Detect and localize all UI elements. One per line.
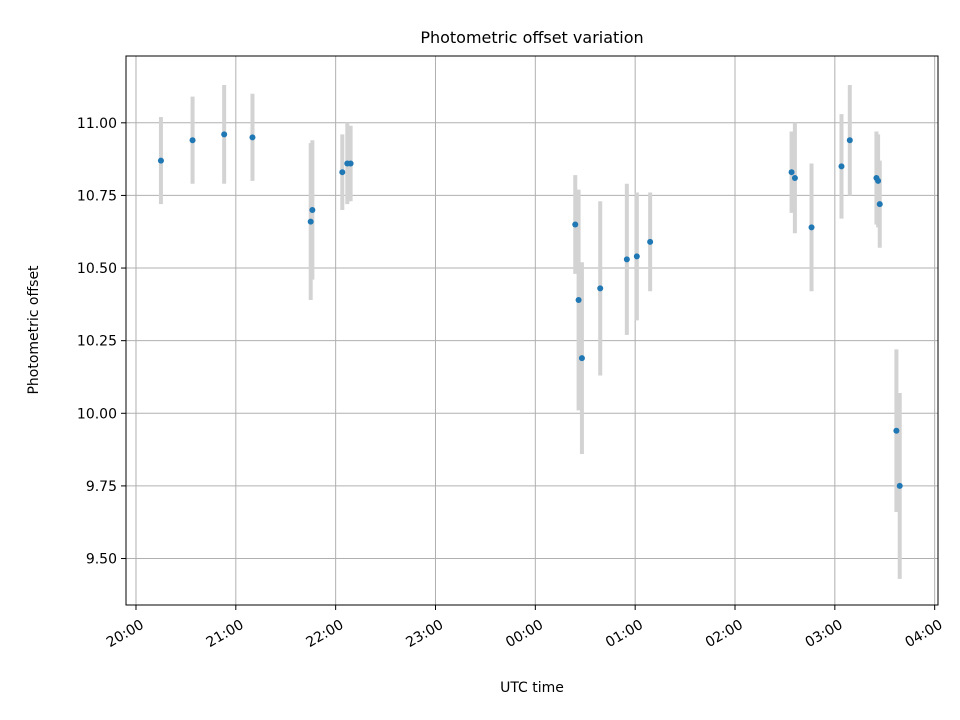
x-tick-label: 02:00 [703,617,746,651]
y-tick-label: 10.75 [77,188,117,204]
data-point [791,175,798,181]
data-point [846,137,853,144]
data-point [633,253,640,260]
y-tick-label: 10.25 [77,334,117,350]
data-point [788,169,795,176]
data-point [597,285,604,292]
data-point [808,224,815,231]
x-tick-label: 01:00 [603,617,646,651]
data-point [249,134,256,141]
data-point [309,206,316,213]
chart-title: Photometric offset variation [420,28,643,47]
data-point [623,256,630,263]
data-point [876,201,883,208]
data-point [896,482,903,489]
data-point [875,177,882,184]
y-axis-ticks: 9.50 9.75 10.00 10.25 10.50 10.75 11.00 [77,116,126,568]
data-point [575,297,582,303]
x-tick-label: 21:00 [204,617,247,651]
y-tick-label: 9.50 [86,552,117,568]
data-point [893,427,900,434]
y-axis-label: Photometric offset [26,265,42,395]
data-point [189,137,196,144]
x-tick-label: 22:00 [304,617,347,651]
data-point [347,160,354,167]
x-tick-label: 03:00 [803,617,846,651]
error-bars [158,85,902,579]
x-tick-label: 20:00 [104,617,147,651]
plot-frame [125,55,939,606]
data-point [157,157,164,164]
data-point [572,221,579,228]
x-axis-label: UTC time [500,680,564,696]
data-point [307,218,314,225]
y-tick-label: 10.50 [77,261,117,277]
data-point [647,238,654,245]
x-tick-label: 04:00 [903,617,946,651]
x-axis-ticks: 20:00 21:00 22:00 23:00 00:00 01:00 02:00 03:00… [104,605,946,651]
grid-lines [126,56,938,605]
x-tick-label: 00:00 [503,617,546,651]
x-tick-label: 23:00 [403,617,446,651]
data-point [339,169,346,176]
y-tick-label: 11.00 [77,116,117,132]
data-point [578,355,585,362]
y-tick-label: 10.00 [77,406,117,422]
data-point [221,131,228,138]
y-tick-label: 9.75 [86,479,117,495]
data-points [157,131,903,489]
data-point [838,163,845,170]
